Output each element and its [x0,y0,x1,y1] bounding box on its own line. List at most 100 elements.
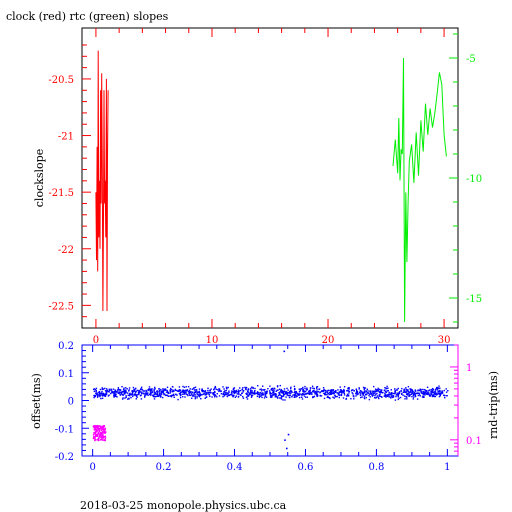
bottom-x-tick-label: 0.8 [368,462,384,473]
offset-point [235,391,237,393]
offset-point [144,395,146,397]
offset-point [123,387,125,389]
offset-point [309,389,311,391]
offset-point [390,393,392,395]
offset-point [194,391,197,394]
offset-point [431,394,433,397]
offset-point [411,392,413,394]
offset-point [299,389,301,392]
rnd-trip-point [97,427,99,429]
offset-point [413,391,416,394]
offset-point [94,395,96,398]
offset-point [145,394,147,396]
offset-point [152,395,155,398]
rnd-trip-point [100,427,102,430]
offset-point [407,386,410,388]
offset-point [262,385,264,387]
offset-point [329,393,332,396]
rnd-trip-point [102,427,105,429]
rnd-trip-point [97,428,100,431]
offset-point [223,395,226,397]
offset-point [125,395,127,397]
offset-point [151,390,153,392]
rnd-trip-point [100,439,102,441]
offset-point [412,398,414,400]
offset-point [147,394,149,396]
offset-point [433,392,436,394]
offset-point [100,397,102,400]
offset-point [371,395,374,397]
offset-point [175,393,177,396]
offset-point [340,389,342,391]
offset-point [356,390,358,393]
offset-point [292,394,294,396]
offset-point [138,393,140,395]
offset-point [237,390,239,393]
offset-point [343,394,346,396]
offset-point [135,390,137,392]
offset-point [259,388,261,391]
offset-point [447,390,449,392]
offset-point [101,397,104,399]
offset-point [302,390,304,392]
offset-point [276,396,278,398]
offset-point [163,393,165,395]
offset-point [363,389,365,391]
offset-point [144,393,146,395]
offset-point [113,394,115,397]
offset-point [281,390,283,392]
offset-point [127,394,129,396]
offset-point [264,392,266,394]
offset-point [247,389,250,391]
rnd-trip-point [103,436,105,438]
offset-point [104,390,107,392]
offset-point [162,390,164,393]
offset-point [225,392,227,394]
offset-point [172,391,174,393]
offset-point [237,389,240,391]
top-x-tick-label: 10 [206,335,219,346]
offset-point [408,392,411,394]
offset-point [324,392,326,394]
offset-point [364,397,366,400]
offset-point [282,395,284,398]
offset-point [205,394,207,396]
offset-point [251,386,253,388]
offset-point [192,391,194,394]
top-left-tick-label: -21 [58,132,74,143]
offset-point [192,394,194,396]
offset-point [426,392,428,394]
offset-point [214,394,216,397]
offset-point [148,386,151,388]
offset-point [408,395,410,397]
rnd-trip-point [103,429,105,432]
offset-point [170,389,173,391]
offset-point [180,393,182,396]
offset-point [328,397,331,399]
offset-point [114,394,117,396]
offset-point [178,392,181,395]
offset-point [211,392,214,394]
rnd-trip-point [97,425,99,427]
offset-point [171,394,173,397]
rnd-trip-point [93,432,95,434]
offset-point [94,389,97,391]
offset-point [260,390,263,392]
offset-point [280,391,283,394]
offset-point [298,394,300,396]
offset-point [159,396,162,398]
offset-point [290,390,292,392]
offset-point [327,396,329,398]
offset-point [398,392,400,394]
rnd-trip-point [94,432,96,434]
offset-point [183,390,185,392]
offset-point [150,393,152,395]
offset-point [363,395,366,397]
offset-point [311,385,314,387]
offset-point [94,394,97,397]
offset-point [108,388,110,390]
rnd-trip-point [94,425,96,427]
offset-point [286,394,288,396]
offset-point [303,391,305,393]
offset-point [253,390,256,392]
